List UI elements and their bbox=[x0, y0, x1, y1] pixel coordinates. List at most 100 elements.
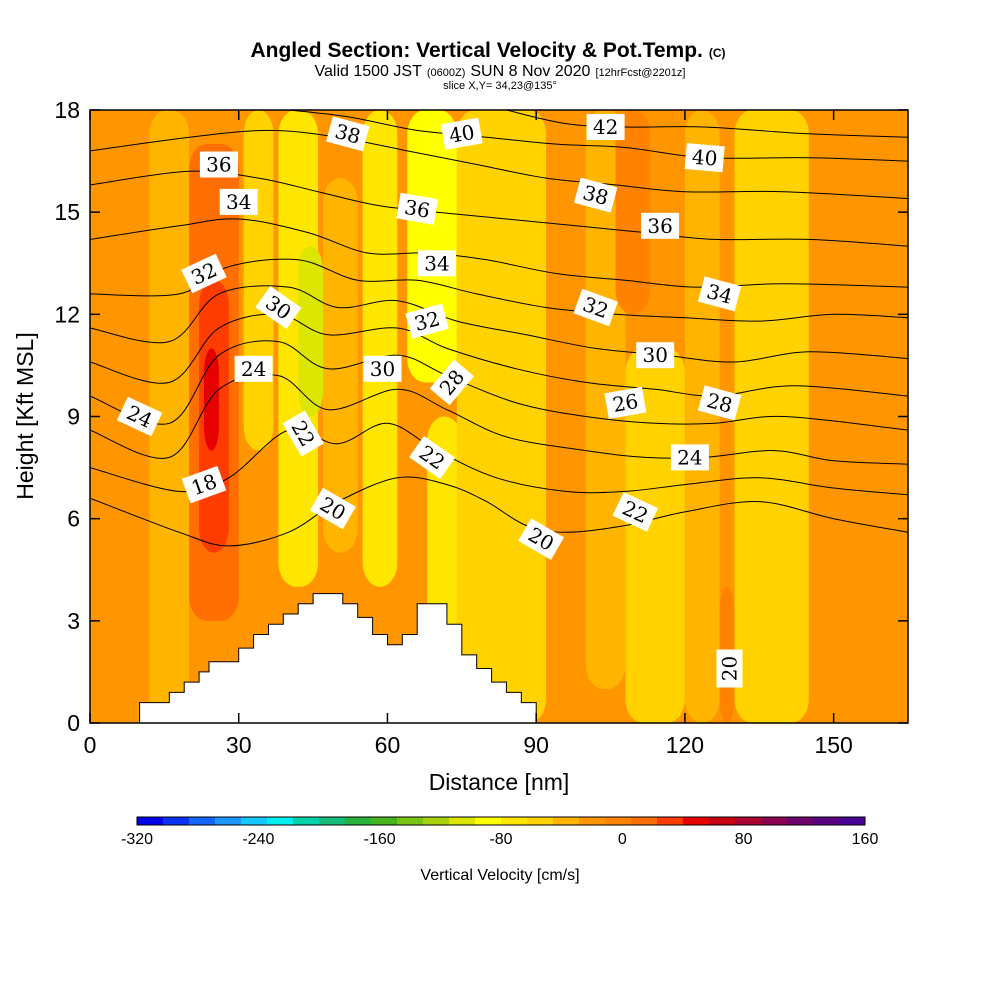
colorbar-tick-label: -80 bbox=[489, 831, 512, 848]
x-axis: 0 30 60 90 120 150 bbox=[84, 110, 853, 758]
colorbar: -320 -240 -160 -80 0 80 160 bbox=[121, 816, 878, 848]
colorbar-swatch bbox=[527, 817, 554, 825]
contour-label-20: 30 bbox=[363, 355, 402, 382]
contour-label-bg bbox=[326, 116, 370, 152]
slice-info: slice X,Y= 34,23@135° bbox=[443, 80, 557, 92]
colorbar-swatch bbox=[423, 817, 450, 825]
chart-valid-time: Valid 1500 JST (0600Z) SUN 8 Nov 2020 [12hr… bbox=[315, 63, 686, 80]
contour-label-13: 36 bbox=[396, 192, 439, 225]
colorbar-swatch bbox=[657, 817, 684, 825]
colorbar-swatch bbox=[631, 817, 658, 825]
contour-label-text: 34 bbox=[424, 251, 449, 275]
contour-label-15: 36 bbox=[641, 212, 680, 239]
colorbar-swatch bbox=[319, 817, 346, 825]
field-cell-14 bbox=[456, 110, 547, 723]
contour-label-bg bbox=[697, 385, 742, 421]
field-cell-19 bbox=[684, 110, 720, 723]
contour-label-bg bbox=[309, 487, 356, 530]
valid-utc: (0600Z) bbox=[427, 67, 466, 79]
contour-label-bg bbox=[697, 276, 742, 312]
field-cell-8 bbox=[298, 246, 324, 417]
colorbar-swatch bbox=[189, 817, 216, 825]
colorbar-swatch bbox=[839, 817, 866, 825]
contour-label-24: 28 bbox=[697, 385, 742, 421]
contour-label-bg bbox=[234, 355, 273, 382]
colorbar-swatch bbox=[449, 817, 476, 825]
contour-label-23: 26 bbox=[604, 386, 647, 420]
field-cell-5 bbox=[204, 348, 219, 451]
contour-label-bg bbox=[518, 518, 565, 560]
colorbar-swatch bbox=[579, 817, 606, 825]
contour-label-17: 32 bbox=[405, 303, 449, 339]
contour-label-bg bbox=[684, 143, 725, 173]
contour-label-bg bbox=[181, 465, 227, 504]
contour-label-text: 24 bbox=[241, 357, 266, 381]
contour-40 bbox=[288, 110, 908, 162]
y-tick-label: 0 bbox=[67, 710, 80, 736]
contour-label-0: 36 bbox=[199, 151, 238, 178]
colorbar-swatch bbox=[163, 817, 190, 825]
contour-30 bbox=[90, 285, 908, 363]
colorbar-swatch bbox=[345, 817, 372, 825]
x-tick-label: 30 bbox=[226, 732, 252, 758]
x-tick-label: 90 bbox=[523, 732, 549, 758]
colorbar-swatch bbox=[241, 817, 268, 825]
contour-42 bbox=[506, 110, 908, 138]
contour-label-bg bbox=[363, 355, 402, 382]
colorbar-swatch bbox=[709, 817, 736, 825]
field-cell-2 bbox=[149, 110, 190, 723]
contour-label-text: 20 bbox=[718, 656, 742, 681]
y-tick-label: 18 bbox=[54, 97, 80, 123]
contour-label-bg bbox=[440, 117, 483, 150]
contour-label-bg bbox=[116, 396, 163, 437]
colorbar-swatch bbox=[553, 817, 580, 825]
contour-label-text: 42 bbox=[593, 115, 618, 139]
contour-label-text: 36 bbox=[206, 153, 231, 177]
contour-label-text: 30 bbox=[642, 343, 667, 367]
colorbar-tick-label: -320 bbox=[121, 831, 153, 848]
colorbar-frame bbox=[136, 816, 866, 826]
colorbar-swatch bbox=[683, 817, 710, 825]
y-tick-label: 6 bbox=[67, 506, 80, 532]
contour-label-19: 34 bbox=[697, 276, 742, 312]
colorbar-swatch bbox=[813, 817, 840, 825]
contour-label-bg bbox=[405, 303, 449, 339]
contour-label-bg bbox=[282, 410, 324, 457]
y-axis-label: Height [Kft MSL] bbox=[12, 332, 38, 499]
terrain bbox=[90, 593, 908, 723]
x-axis-label: Distance [nm] bbox=[429, 769, 570, 795]
y-tick-label: 9 bbox=[67, 404, 80, 430]
contour-label-text: 24 bbox=[677, 445, 702, 469]
field-cell-10 bbox=[362, 110, 398, 587]
colorbar-swatch bbox=[397, 817, 424, 825]
contour-label-12: 40 bbox=[684, 143, 725, 173]
colorbar-swatch bbox=[475, 817, 502, 825]
x-tick-label: 60 bbox=[375, 732, 401, 758]
field-cell-18 bbox=[625, 348, 685, 723]
contour-label-text: 36 bbox=[647, 214, 672, 238]
contour-label-11: 42 bbox=[586, 114, 625, 140]
valid-prefix: Valid 1500 JST bbox=[315, 63, 423, 80]
colorbar-swatch bbox=[137, 817, 164, 825]
colorbar-swatch bbox=[605, 817, 632, 825]
contour-label-text: 40 bbox=[691, 145, 718, 171]
contour-label-bg bbox=[612, 492, 659, 532]
y-tick-label: 15 bbox=[54, 199, 80, 225]
contour-label-9: 38 bbox=[326, 116, 370, 152]
colorbar-swatch bbox=[215, 817, 242, 825]
field-cell-1 bbox=[90, 110, 140, 723]
contour-label-bg bbox=[199, 151, 238, 178]
field-cell-6 bbox=[243, 110, 274, 451]
contour-label-text: 36 bbox=[403, 195, 432, 223]
y-tick-label: 3 bbox=[67, 608, 80, 634]
field-cell-15 bbox=[546, 110, 586, 723]
contour-label-14: 38 bbox=[573, 177, 618, 213]
colorbar-swatch bbox=[293, 817, 320, 825]
contour-label-4: 24 bbox=[234, 355, 273, 382]
x-tick-label: 150 bbox=[814, 732, 852, 758]
contour-label-25: 24 bbox=[670, 444, 709, 471]
chart-title-main: Angled Section: Vertical Velocity & Pot.… bbox=[250, 39, 702, 62]
